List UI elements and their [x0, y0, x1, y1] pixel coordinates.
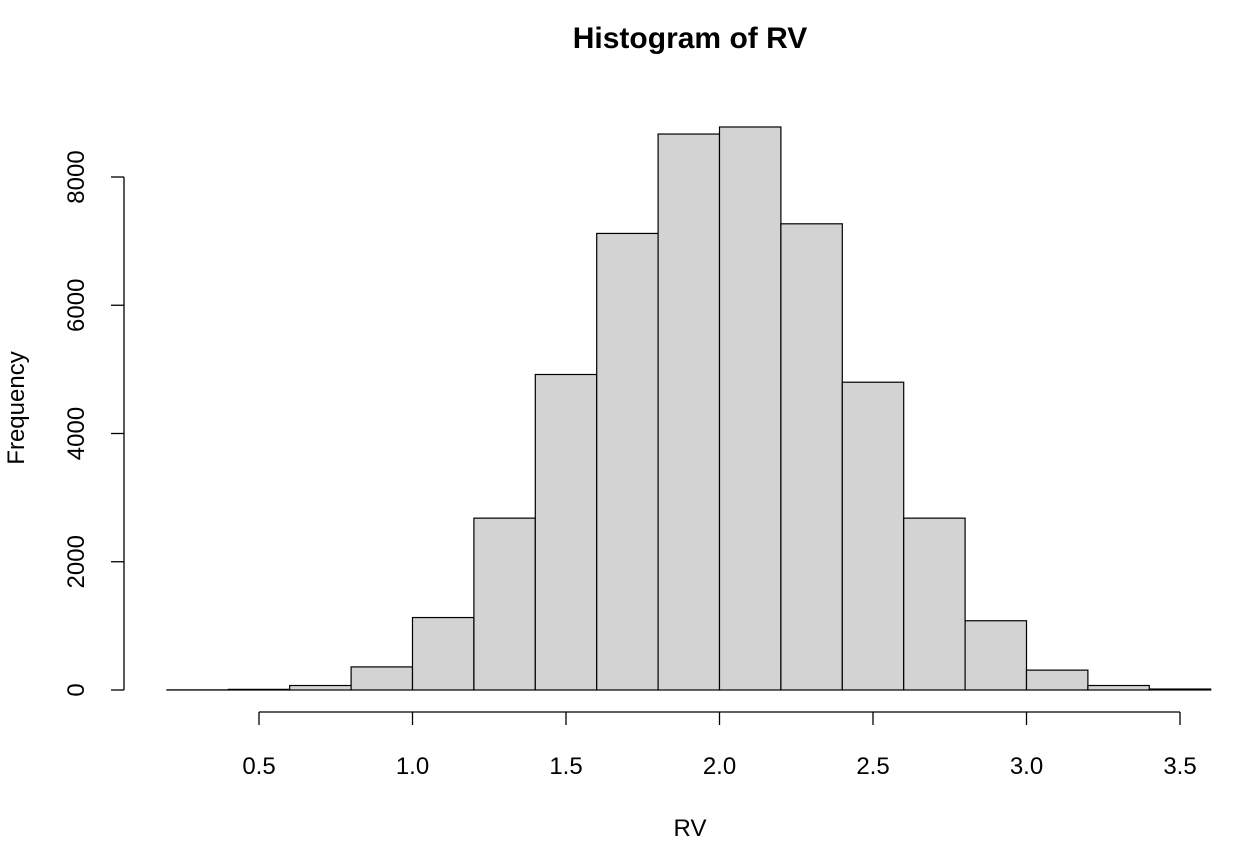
- histogram-bar: [289, 684, 352, 691]
- histogram-bar: [841, 381, 905, 691]
- histogram-bar: [411, 616, 475, 691]
- histogram-bar: [780, 223, 843, 691]
- histogram-bar: [657, 133, 721, 691]
- y-axis: 0 2000 4000 6000 8000: [63, 150, 125, 697]
- histogram-bar: [473, 517, 536, 691]
- histogram-bar: [350, 666, 414, 691]
- x-tick-label: 0.5: [242, 753, 275, 780]
- histogram-bar: [596, 232, 659, 691]
- x-tick-label: 3.0: [1010, 753, 1043, 780]
- y-tick-label: 0: [63, 683, 90, 696]
- histogram-bar: [1148, 688, 1212, 691]
- histogram-bar: [1087, 684, 1150, 691]
- x-tick-label: 1.0: [396, 753, 429, 780]
- histogram-bar: [964, 620, 1028, 691]
- x-tick-label: 2.5: [856, 753, 889, 780]
- y-tick-label: 2000: [63, 535, 90, 588]
- x-axis: 0.5 1.0 1.5 2.0 2.5 3.0 3.5: [242, 711, 1197, 780]
- bars-group: [166, 126, 1212, 691]
- histogram-bar: [227, 688, 291, 691]
- y-tick-label: 8000: [63, 150, 90, 203]
- x-tick-label: 1.5: [549, 753, 582, 780]
- y-axis-label: Frequency: [3, 351, 30, 464]
- chart-title: Histogram of RV: [573, 22, 807, 55]
- x-tick-label: 3.5: [1163, 753, 1196, 780]
- histogram-bar: [718, 126, 782, 691]
- y-tick-label: 4000: [63, 407, 90, 460]
- x-tick-label: 2.0: [703, 753, 736, 780]
- histogram-bar: [1025, 669, 1089, 691]
- y-tick-label: 6000: [63, 279, 90, 332]
- histogram-bar: [534, 373, 598, 691]
- x-axis-label: RV: [674, 815, 707, 842]
- histogram-bar: [903, 517, 966, 691]
